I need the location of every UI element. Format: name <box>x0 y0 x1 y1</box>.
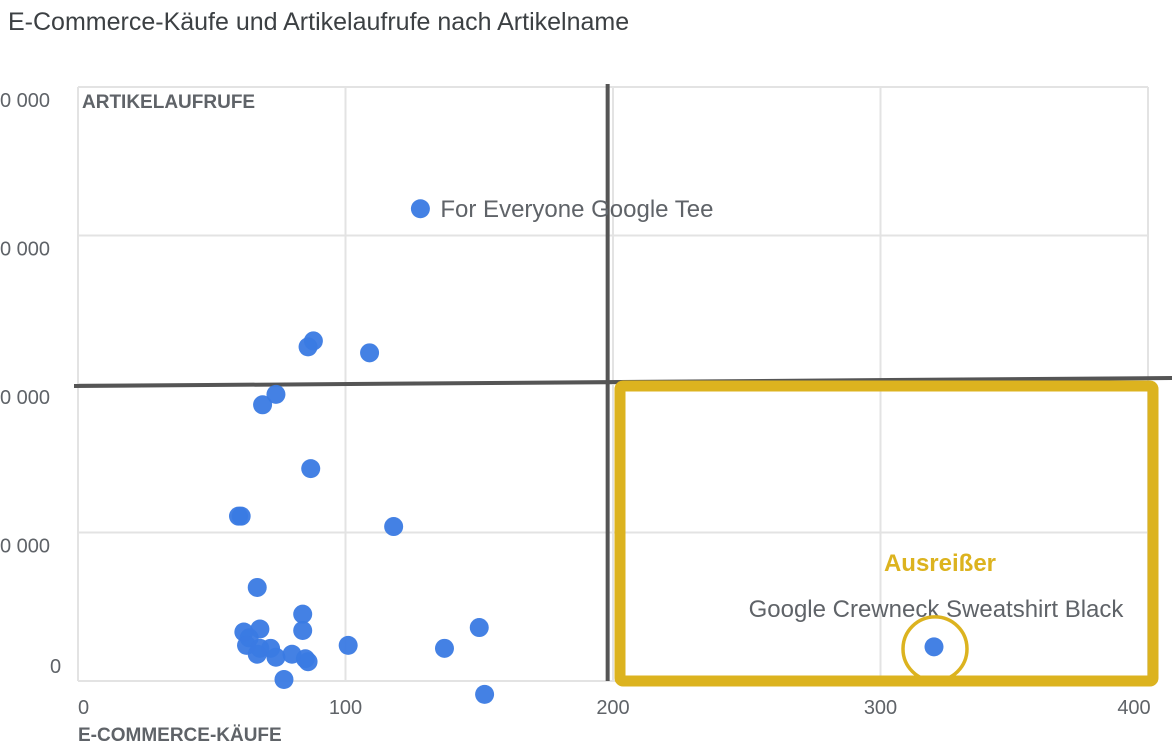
data-point[interactable] <box>229 506 248 526</box>
y-tick-label: 0 <box>50 656 61 678</box>
data-point[interactable] <box>293 621 313 641</box>
x-tick-label: 400 <box>1117 697 1150 719</box>
data-point[interactable] <box>266 647 286 667</box>
data-point[interactable] <box>274 670 294 690</box>
x-tick-label: 100 <box>329 697 362 719</box>
data-point[interactable] <box>360 343 380 363</box>
data-point[interactable] <box>410 199 430 219</box>
x-tick-label: 200 <box>596 697 629 719</box>
outlier-point-ring <box>901 615 969 683</box>
y-tick-label: 0 000 <box>0 90 50 112</box>
data-point[interactable] <box>298 337 318 357</box>
chart-title: E-Commerce-Käufe und Artikelaufrufe nach… <box>8 8 630 36</box>
data-point[interactable] <box>475 684 495 704</box>
data-point[interactable] <box>293 604 313 624</box>
y-axis-title: ARTIKELAUFRUFE <box>82 92 255 113</box>
x-axis-title: E-COMMERCE-KÄUFE <box>78 725 282 746</box>
point-labels: For Everyone Google Tee Google Crewneck S… <box>440 196 1124 623</box>
x-tick-label: 300 <box>864 697 897 719</box>
data-point[interactable] <box>298 652 318 672</box>
data-point[interactable] <box>301 459 321 479</box>
axis-ticks: 0 100 200 300 400 0 0 000 0 000 0 000 0 000 <box>0 90 1151 719</box>
outlier-label: Ausreißer <box>884 550 996 577</box>
data-point[interactable] <box>384 517 404 537</box>
data-point[interactable] <box>434 638 454 658</box>
point-label: For Everyone Google Tee <box>440 196 713 223</box>
data-points <box>229 199 944 704</box>
data-point[interactable] <box>338 635 358 655</box>
y-tick-label: 0 000 <box>0 387 50 409</box>
data-point[interactable] <box>924 637 944 657</box>
y-tick-label: 0 000 <box>0 536 50 558</box>
data-point[interactable] <box>247 577 267 597</box>
y-tick-label: 0 000 <box>0 239 50 261</box>
x-tick-label: 0 <box>78 697 89 719</box>
outlier-box <box>614 380 1159 687</box>
data-point[interactable] <box>469 618 489 638</box>
data-point[interactable] <box>266 384 286 404</box>
data-point[interactable] <box>247 644 267 664</box>
data-point[interactable] <box>253 395 273 415</box>
point-label: Google Crewneck Sweatshirt Black <box>749 596 1125 623</box>
outlier-highlight: Ausreißer <box>614 380 1159 687</box>
